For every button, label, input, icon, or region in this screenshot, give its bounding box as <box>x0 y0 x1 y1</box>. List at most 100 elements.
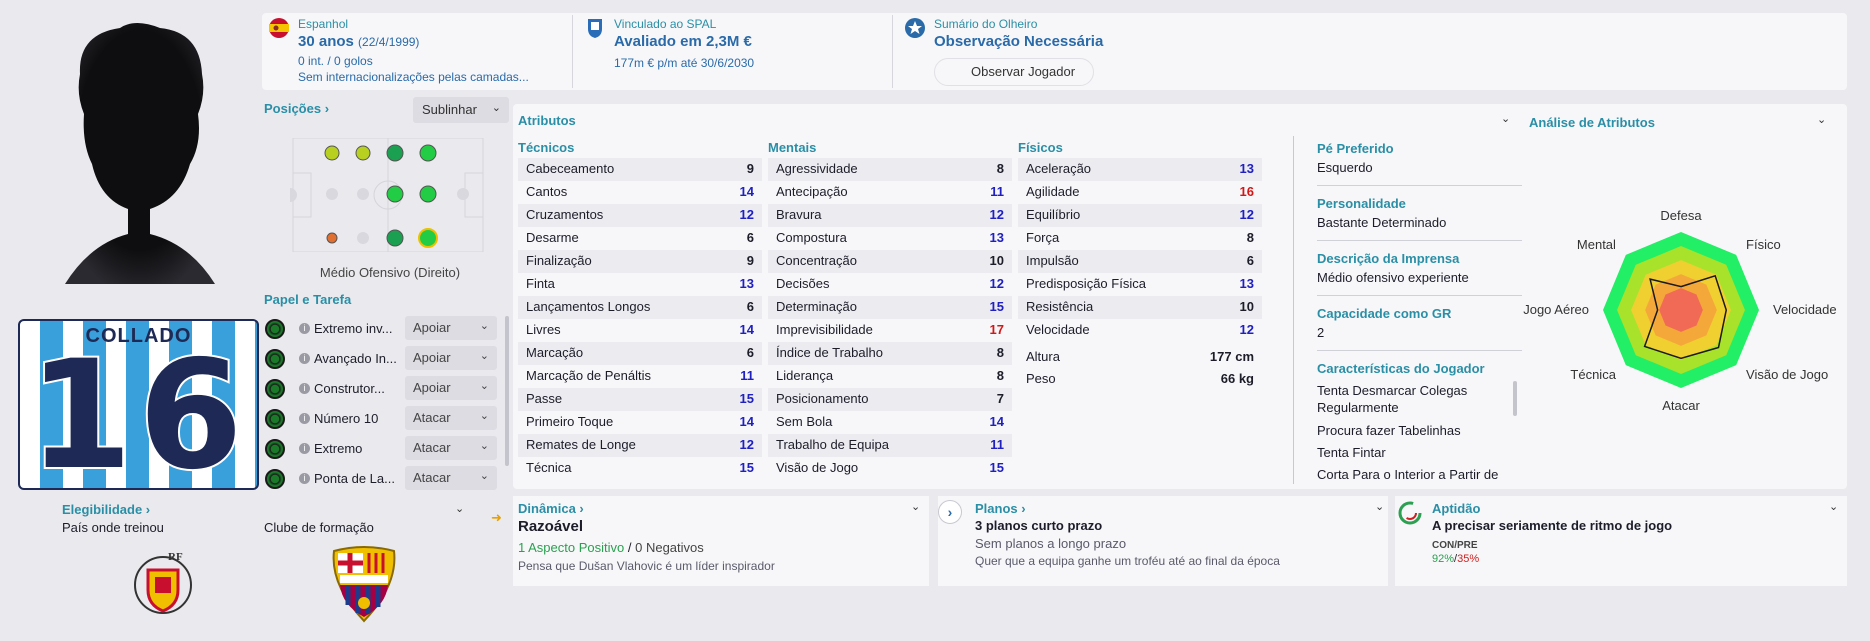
attribute-row[interactable]: Remates de Longe 12 <box>518 434 762 457</box>
attribute-name: Remates de Longe <box>526 437 636 452</box>
trait-item: Tenta Fintar <box>1317 445 1386 460</box>
positions-title[interactable]: Posições › <box>264 101 330 116</box>
attribute-name: Antecipação <box>776 184 848 199</box>
plans-chevron-icon[interactable]: ⌄ <box>1375 501 1385 513</box>
attribute-row[interactable]: Primeiro Toque 14 <box>518 411 762 434</box>
attribute-row[interactable]: Resistência 10 <box>1018 296 1262 319</box>
attribute-value: 15 <box>739 391 754 406</box>
fitness-ring-icon <box>1398 501 1422 525</box>
info-icon[interactable]: i <box>299 383 310 394</box>
attribute-value: 15 <box>739 460 754 475</box>
attributes-title: Atributos <box>518 113 576 128</box>
info-icon[interactable]: i <box>299 473 310 484</box>
attribute-row[interactable]: Compostura 13 <box>768 227 1012 250</box>
attribute-row[interactable]: Força 8 <box>1018 227 1262 250</box>
attribute-row[interactable]: Trabalho de Equipa 11 <box>768 434 1012 457</box>
analysis-title: Análise de Atributos <box>1529 115 1655 130</box>
attribute-row[interactable]: Aceleração 13 <box>1018 158 1262 181</box>
attribute-row[interactable]: Concentração 10 <box>768 250 1012 273</box>
attributes-chevron-icon[interactable]: ⌄ <box>1501 113 1511 125</box>
info-icon[interactable]: i <box>299 353 310 364</box>
attribute-row[interactable]: Equilíbrio 12 <box>1018 204 1262 227</box>
personality-value: Bastante Determinado <box>1317 215 1447 230</box>
attribute-row[interactable]: Velocidade 12 <box>1018 319 1262 342</box>
attribute-name: Bravura <box>776 207 822 222</box>
dynamics-value: Razoável <box>518 518 584 535</box>
role-name: Número 10 <box>314 411 379 426</box>
analysis-chevron-icon[interactable]: ⌄ <box>1817 114 1827 126</box>
press-value: Médio ofensivo experiente <box>1317 270 1469 285</box>
role-row[interactable]: i Avançado In... Apoiar ⌄ <box>265 346 497 372</box>
attribute-row[interactable]: Sem Bola 14 <box>768 411 1012 434</box>
plans-title[interactable]: Planos › <box>975 501 1026 516</box>
attribute-row[interactable]: Finalização 9 <box>518 250 762 273</box>
attribute-row[interactable]: Agressividade 8 <box>768 158 1012 181</box>
eligibility-title[interactable]: Elegibilidade › <box>62 502 151 517</box>
attribute-row[interactable]: Agilidade 16 <box>1018 181 1262 204</box>
info-icon[interactable]: i <box>299 413 310 424</box>
attribute-row[interactable]: Posicionamento 7 <box>768 388 1012 411</box>
player-avatar <box>65 23 215 284</box>
attribute-row[interactable]: Cabeceamento 9 <box>518 158 762 181</box>
attribute-row[interactable]: Impulsão 6 <box>1018 250 1262 273</box>
fitness-chevron-icon[interactable]: ⌄ <box>1829 501 1839 513</box>
duty-dropdown[interactable]: Apoiar ⌄ <box>405 376 497 400</box>
role-row[interactable]: i Extremo inv... Apoiar ⌄ <box>265 316 497 342</box>
role-row[interactable]: i Número 10 Atacar ⌄ <box>265 406 497 432</box>
attribute-row[interactable]: Liderança 8 <box>768 365 1012 388</box>
highlight-dropdown[interactable]: Sublinhar ⌄ <box>413 97 509 123</box>
attribute-row[interactable]: Passe 15 <box>518 388 762 411</box>
scout-status: Observação Necessária <box>934 33 1104 50</box>
roles-scrollbar[interactable] <box>505 316 509 466</box>
attribute-row[interactable]: Livres 14 <box>518 319 762 342</box>
eligibility-chevron-icon[interactable]: ⌄ <box>455 503 465 515</box>
attribute-row[interactable]: Antecipação 11 <box>768 181 1012 204</box>
duty-dropdown[interactable]: Atacar ⌄ <box>405 436 497 460</box>
role-row[interactable]: i Construtor... Apoiar ⌄ <box>265 376 497 402</box>
attribute-row[interactable]: Predisposição Física 13 <box>1018 273 1262 296</box>
scout-player-button[interactable]: Observar Jogador <box>934 58 1094 86</box>
attribute-name: Passe <box>526 391 563 406</box>
info-icon[interactable]: i <box>299 323 310 334</box>
attribute-value: 13 <box>1239 276 1254 291</box>
duty-dropdown[interactable]: Apoiar ⌄ <box>405 346 497 370</box>
attribute-value: 12 <box>739 207 754 222</box>
attribute-row[interactable]: Decisões 12 <box>768 273 1012 296</box>
attribute-row[interactable]: Finta 13 <box>518 273 762 296</box>
attribute-name: Primeiro Toque <box>526 414 614 429</box>
attribute-row[interactable]: Desarme 6 <box>518 227 762 250</box>
attribute-row[interactable]: Cruzamentos 12 <box>518 204 762 227</box>
attribute-value: 16 <box>1239 184 1254 199</box>
attribute-value: 11 <box>740 368 754 383</box>
attribute-name: Índice de Trabalho <box>776 345 883 360</box>
attribute-name: Aceleração <box>1026 161 1092 176</box>
attribute-row[interactable]: Bravura 12 <box>768 204 1012 227</box>
chevron-right-icon[interactable]: › <box>938 500 962 524</box>
fitness-value: A precisar seriamente de ritmo de jogo <box>1432 518 1673 533</box>
attribute-radar-chart: Defesa Físico Velocidade Visão de Jogo Ataca… <box>1523 208 1837 413</box>
attribute-row[interactable]: Determinação 15 <box>768 296 1012 319</box>
attribute-row[interactable]: Lançamentos Longos 6 <box>518 296 762 319</box>
attribute-name: Imprevisibilidade <box>776 322 873 337</box>
preferred-foot-value: Esquerdo <box>1317 160 1373 175</box>
role-row[interactable]: i Extremo Atacar ⌄ <box>265 436 497 462</box>
role-row[interactable]: i Ponta de La... Atacar ⌄ <box>265 466 497 492</box>
duty-dropdown[interactable]: Atacar ⌄ <box>405 466 497 490</box>
attribute-row[interactable]: Marcação 6 <box>518 342 762 365</box>
attribute-row[interactable]: Índice de Trabalho 8 <box>768 342 1012 365</box>
duty-dropdown[interactable]: Atacar ⌄ <box>405 406 497 430</box>
info-icon[interactable]: i <box>299 443 310 454</box>
youth-caps-link[interactable]: Sem internacionalizações pelas camadas..… <box>298 70 529 84</box>
duty-dropdown[interactable]: Apoiar ⌄ <box>405 316 497 340</box>
dynamics-chevron-icon[interactable]: ⌄ <box>911 501 921 513</box>
attribute-row[interactable]: Técnica 15 <box>518 457 762 480</box>
attribute-row[interactable]: Visão de Jogo 15 <box>768 457 1012 480</box>
dynamics-title[interactable]: Dinâmica › <box>518 501 584 516</box>
radar-axis-label: Velocidade <box>1773 302 1837 317</box>
attribute-row[interactable]: Cantos 14 <box>518 181 762 204</box>
trait-item: Regularmente <box>1317 400 1399 415</box>
attribute-name: Visão de Jogo <box>776 460 859 475</box>
attribute-row[interactable]: Imprevisibilidade 17 <box>768 319 1012 342</box>
details-scrollbar[interactable] <box>1513 381 1517 416</box>
attribute-row[interactable]: Marcação de Penáltis 11 <box>518 365 762 388</box>
